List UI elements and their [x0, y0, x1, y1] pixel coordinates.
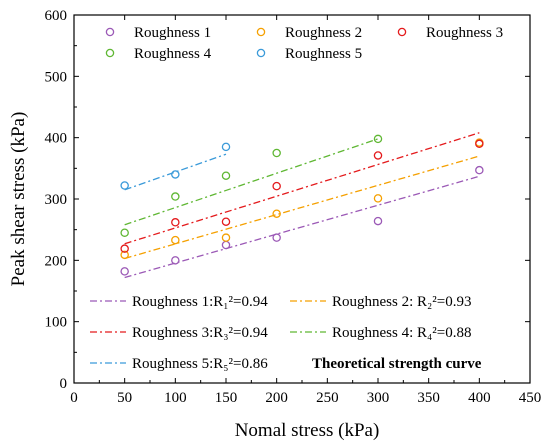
- data-point: [120, 228, 129, 237]
- x-tick-label: 200: [265, 390, 288, 406]
- data-point: [373, 134, 383, 144]
- data-point: [171, 170, 180, 179]
- data-point: [171, 218, 180, 227]
- x-tick-label: 350: [417, 390, 440, 406]
- x-tick-label: 50: [117, 390, 132, 406]
- data-point: [120, 244, 129, 253]
- legend-fit-label: Roughness 4: R₄²=0.88: [332, 325, 471, 341]
- y-tick-label: 400: [45, 131, 68, 147]
- x-tick-label: 450: [519, 390, 542, 406]
- y-tick-label: 200: [45, 253, 68, 269]
- x-tick-label: 100: [164, 390, 187, 406]
- data-point: [475, 139, 484, 149]
- data-point: [272, 209, 281, 218]
- fit-lines: [124, 132, 480, 279]
- data-point: [272, 233, 281, 242]
- data-point: [373, 194, 383, 203]
- y-axis: 0 100 200 300 400 500 600: [45, 8, 530, 392]
- legend-marker: [105, 48, 115, 58]
- data-point: [272, 181, 281, 191]
- data-point: [475, 165, 484, 175]
- data-point: [221, 233, 231, 242]
- data-point: [272, 148, 281, 158]
- data-point: [120, 267, 129, 276]
- fit-line: [124, 132, 480, 245]
- y-tick-label: 500: [45, 69, 68, 85]
- data-point: [120, 250, 129, 260]
- x-axis: 0 50 100 150 200 250 300 350 400 450: [70, 15, 541, 406]
- legend-label: Roughness 3: [426, 25, 503, 41]
- x-axis-label: Nomal stress (kPa): [235, 420, 380, 441]
- x-tick-label: 400: [468, 390, 491, 406]
- legend-top: Roughness 1 Roughness 2 Roughness 3 Roughne…: [105, 25, 503, 62]
- data-point: [373, 216, 383, 226]
- fit-line: [124, 138, 379, 226]
- y-tick-label: 300: [45, 192, 68, 208]
- theoretical-curve-label: Theoretical strength curve: [312, 356, 482, 372]
- legend-label: Roughness 4: [134, 46, 212, 62]
- data-point: [171, 256, 180, 265]
- legend-marker: [256, 27, 266, 37]
- data-point: [120, 181, 129, 190]
- legend-label: Roughness 1: [134, 25, 211, 41]
- y-tick-label: 100: [45, 315, 68, 331]
- x-tick-label: 250: [316, 390, 339, 406]
- data-points: [120, 134, 484, 276]
- fit-line: [124, 153, 227, 191]
- data-point: [221, 142, 231, 152]
- legend-marker: [256, 48, 266, 58]
- data-point: [171, 192, 180, 201]
- legend-fit-label: Roughness 1:R₁²=0.94: [132, 294, 268, 310]
- legend-marker: [105, 27, 115, 37]
- legend-marker: [397, 27, 407, 37]
- legend-bottom: Roughness 1:R₁²=0.94 Roughness 2: R₂²=0.9…: [90, 294, 482, 372]
- x-tick-label: 300: [367, 390, 390, 406]
- legend-fit-label: Roughness 3:R₃²=0.94: [132, 325, 268, 341]
- data-point: [221, 240, 231, 250]
- y-tick-label: 0: [60, 376, 68, 392]
- legend-fit-label: Roughness 2: R₂²=0.93: [332, 294, 471, 310]
- data-point: [171, 235, 180, 245]
- y-axis-label: Peak shear stress (kPa): [8, 112, 29, 287]
- data-point: [221, 217, 231, 226]
- legend-fit-label: Roughness 5:R₅²=0.86: [132, 356, 268, 372]
- data-point: [373, 151, 383, 160]
- y-tick-label: 600: [45, 8, 68, 24]
- legend-label: Roughness 2: [285, 25, 362, 41]
- x-tick-label: 0: [70, 390, 78, 406]
- x-tick-label: 150: [215, 390, 238, 406]
- fit-line: [124, 155, 480, 260]
- data-point: [221, 171, 231, 180]
- fit-line: [124, 175, 480, 279]
- legend-label: Roughness 5: [285, 46, 362, 62]
